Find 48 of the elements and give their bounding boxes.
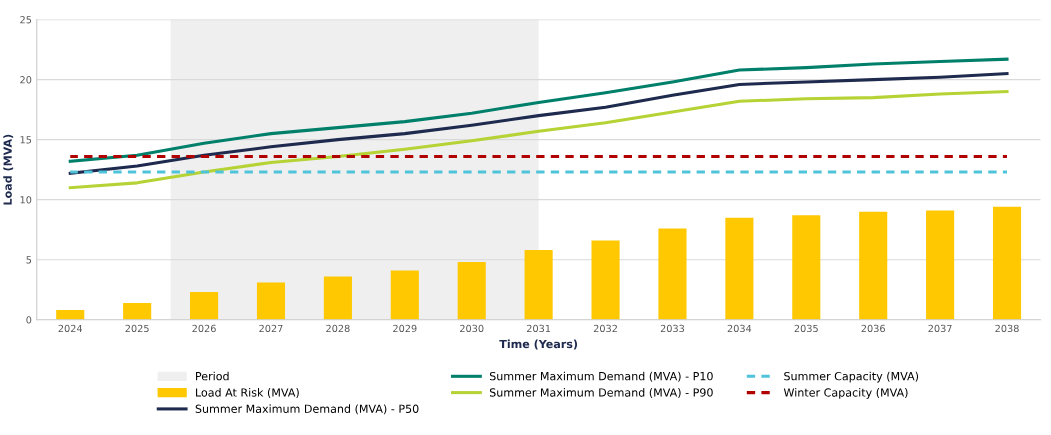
bar [992,206,1022,320]
y-tick-label: 10 [20,196,32,204]
x-tick-label: 2025 [125,324,149,333]
x-tick-label: 2029 [393,324,417,333]
x-axis-title: Time (Years) [499,339,578,350]
y-tick-label: 5 [26,256,32,264]
x-tick-label: 2035 [794,324,818,333]
legend-label: Summer Capacity (MVA) [784,371,919,383]
bar [725,217,754,320]
bar [859,211,888,320]
bar [323,276,352,320]
bar [390,270,419,320]
line-series [68,90,1009,190]
bar [56,310,85,320]
x-tick-label: 2032 [593,324,617,333]
legend-label: Summer Maximum Demand (MVA) - P10 [489,371,713,382]
x-tick-label: 2027 [259,324,283,333]
line-series [68,57,1009,163]
bar [123,302,152,320]
y-tick-label: 20 [20,76,32,84]
x-tick-label: 2026 [192,324,216,333]
legend-label: Winter Capacity (MVA) [783,388,908,399]
legend-label: Period [196,371,229,381]
x-tick-label: 2030 [460,324,484,333]
bar [256,282,286,320]
legend-label: Summer Maximum Demand (MVA) - P50 [195,404,419,415]
x-tick-label: 2036 [861,324,885,333]
y-axis-title: Load (MVA) [3,134,14,205]
bar [190,292,219,320]
legend-label: Load At Risk (MVA) [196,388,299,398]
x-tick-label: 2033 [660,324,685,333]
x-tick-label: 2034 [727,324,752,333]
x-tick-label: 2037 [928,324,952,333]
bar [926,210,955,320]
bar [457,262,486,320]
x-tick-label: 2024 [58,324,83,333]
y-tick-label: 0 [26,316,32,324]
legend-label: Summer Maximum Demand (MVA) - P90 [489,388,713,398]
line-series [68,72,1009,175]
bar [792,215,821,320]
y-tick-label: 25 [20,16,32,24]
bar [524,250,553,320]
x-tick-label: 2038 [995,324,1019,333]
y-tick-label: 15 [20,136,32,144]
x-tick-label: 2028 [326,324,350,333]
bar [591,240,620,320]
x-tick-label: 2031 [526,324,551,333]
bar [658,228,687,320]
